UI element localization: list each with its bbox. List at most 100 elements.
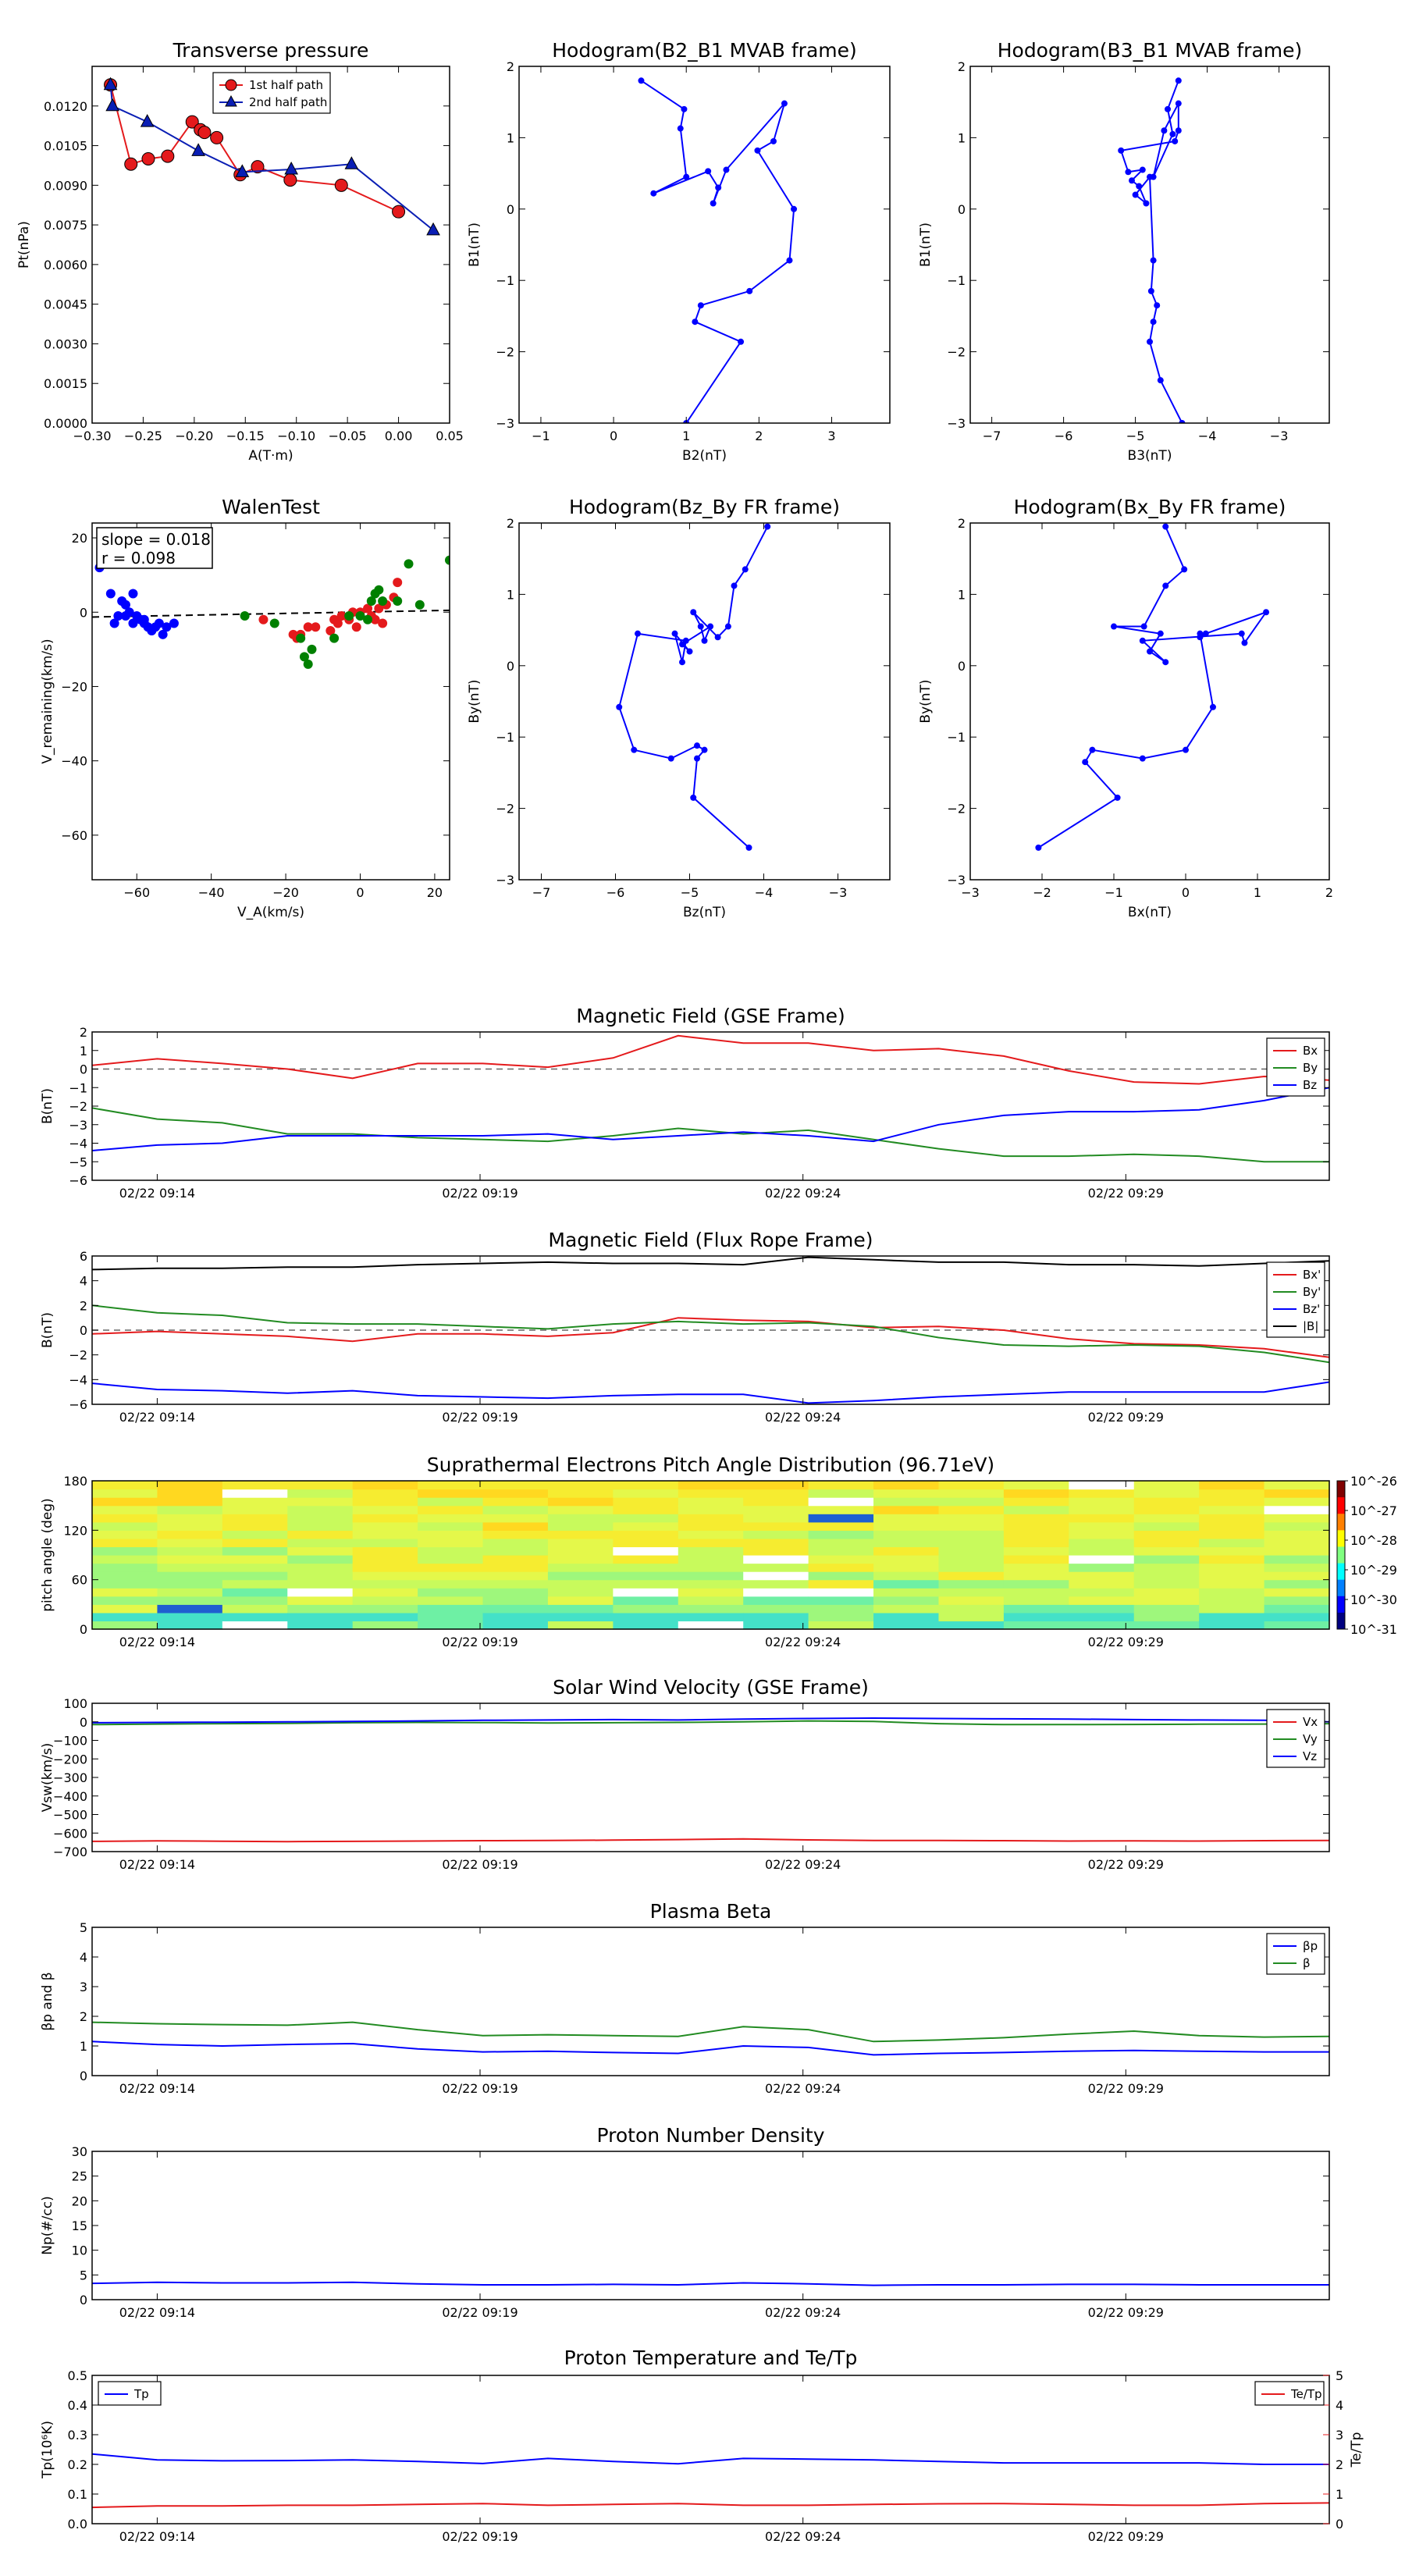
heatmap-cell	[743, 1563, 809, 1572]
walen-point	[355, 611, 365, 621]
heatmap-cell	[808, 1521, 874, 1531]
transverse-pressure-point	[392, 205, 406, 219]
mag-field-gse-ytick-label: 0	[80, 1062, 87, 1077]
walen-point	[299, 652, 309, 662]
mag-field-gse-series-line	[92, 1107, 1329, 1163]
heatmap-cell	[482, 1546, 549, 1556]
heatmap-cell	[418, 1604, 484, 1614]
heatmap-cell	[873, 1538, 940, 1548]
heatmap-cell	[743, 1521, 809, 1531]
hodogram-b3-b1-xtick-label: −3	[1270, 429, 1289, 443]
hodogram-bx-by-ytick-label: −3	[947, 873, 966, 888]
heatmap-cell	[418, 1514, 484, 1523]
mag-field-fr-series-line	[92, 1304, 1329, 1364]
plasma-beta-legend-label: βp	[1303, 1939, 1318, 1953]
proton-density-ytick-label: 10	[72, 2243, 87, 2258]
heatmap-cell	[92, 1538, 158, 1548]
heatmap-cell	[678, 1505, 744, 1514]
transverse-pressure-point	[235, 164, 250, 177]
hodogram-b2-b1-point	[683, 173, 690, 180]
proton-density-ytick-label: 5	[80, 2268, 87, 2282]
heatmap-cell	[873, 1546, 940, 1556]
heatmap-cell	[482, 1571, 549, 1581]
hodogram-bz-by-xtick-label: −7	[532, 885, 551, 900]
hodogram-b3-b1-point	[1150, 318, 1157, 326]
hodogram-b2-b1-xtick-label: 1	[682, 429, 690, 443]
heatmap-cell	[938, 1489, 1005, 1498]
heatmap-cell	[287, 1489, 354, 1498]
heatmap-cell	[547, 1596, 614, 1605]
heatmap-cell	[873, 1505, 940, 1514]
mag-field-fr-ytick-label: 4	[80, 1274, 87, 1289]
heatmap-cell	[1264, 1505, 1330, 1514]
transverse-pressure-ytick-label: 0.0015	[44, 376, 87, 391]
mag-field-gse-ylabel: B(nT)	[40, 1088, 55, 1124]
heatmap-cell	[873, 1489, 940, 1498]
heatmap-cell	[1133, 1489, 1200, 1498]
heatmap-cell	[547, 1612, 614, 1622]
heatmap-cell	[1264, 1521, 1330, 1531]
heatmap-cell	[1199, 1497, 1265, 1507]
walen-point	[393, 596, 403, 606]
mag-field-fr-ytick-label: −4	[69, 1372, 87, 1387]
hodogram-b2-b1-point	[723, 166, 730, 173]
hodogram-bz-by-ytick-label: −1	[496, 730, 514, 745]
hodogram-b3-b1-ytick-label: −2	[947, 345, 966, 360]
heatmap-cell	[1069, 1505, 1135, 1514]
heatmap-cell	[938, 1497, 1005, 1507]
heatmap-cell	[547, 1621, 614, 1630]
heatmap-cell	[808, 1621, 874, 1630]
mag-field-gse-xtick-label: 02/22 09:24	[765, 1186, 841, 1201]
solar-wind-velocity-legend-label: Vz	[1303, 1749, 1317, 1763]
mag-field-gse-series-1	[92, 1107, 1329, 1163]
walen-point	[344, 611, 354, 621]
heatmap-cell	[808, 1546, 874, 1556]
proton-temperature-ytick-right-label: 2	[1336, 2457, 1343, 2472]
heatmap-cell	[1133, 1621, 1200, 1630]
hodogram-bz-by-ytick-label: −3	[496, 873, 514, 888]
hodogram-bx-by-xtick-label: 0	[1182, 885, 1190, 900]
heatmap-cell	[352, 1612, 418, 1622]
heatmap-cell	[287, 1596, 354, 1605]
heatmap-cell	[222, 1621, 288, 1630]
heatmap-cell	[1069, 1588, 1135, 1597]
heatmap-cell	[352, 1604, 418, 1614]
transverse-pressure-point	[105, 98, 120, 112]
heatmap-cell	[613, 1514, 679, 1523]
heatmap-cell	[92, 1489, 158, 1498]
solar-wind-velocity-series-line	[92, 1717, 1329, 1724]
solar-wind-velocity-series-1	[92, 1720, 1329, 1726]
hodogram-bx-by-series-0	[1035, 523, 1270, 851]
heatmap-cell	[157, 1546, 223, 1556]
heatmap-cell	[352, 1546, 418, 1556]
solar-wind-velocity-xtick-label: 02/22 09:14	[119, 1857, 195, 1872]
heatmap-cell	[157, 1571, 223, 1581]
pitch-angle-ytick-label: 120	[63, 1523, 87, 1538]
heatmap-cell	[547, 1563, 614, 1572]
solar-wind-velocity-series-2	[92, 1717, 1329, 1724]
heatmap-cell	[222, 1538, 288, 1548]
proton-density-xtick-label: 02/22 09:29	[1088, 2305, 1164, 2320]
heatmap-cell	[1069, 1481, 1135, 1490]
heatmap-cell	[1003, 1579, 1069, 1589]
solar-wind-velocity-ytick-label: 100	[63, 1696, 87, 1711]
heatmap-cell	[873, 1497, 940, 1507]
heatmap-cell	[1069, 1538, 1135, 1548]
mag-field-gse-legend-label: Bz	[1303, 1078, 1317, 1092]
heatmap-cell	[743, 1514, 809, 1523]
heatmap-cell	[873, 1521, 940, 1531]
proton-temperature-ytick-label: 0.1	[68, 2487, 87, 2502]
transverse-pressure-point	[141, 151, 155, 165]
heatmap-cell	[547, 1546, 614, 1556]
walen-test-ytick-label: −20	[61, 679, 87, 694]
heatmap-cell	[1199, 1579, 1265, 1589]
hodogram-bz-by-point	[707, 623, 714, 630]
plasma-beta-frame	[91, 1927, 1330, 2076]
heatmap-cell	[678, 1621, 744, 1630]
heatmap-cell	[418, 1596, 484, 1605]
walen-point	[120, 600, 130, 610]
pitch-angle-ylabel: pitch angle (deg)	[40, 1498, 55, 1612]
proton-temperature-xtick-label: 02/22 09:14	[119, 2529, 195, 2544]
pitch-angle-chart: Suprathermal Electrons Pitch Angle Distr…	[40, 1453, 1397, 1649]
heatmap-cell	[1133, 1563, 1200, 1572]
